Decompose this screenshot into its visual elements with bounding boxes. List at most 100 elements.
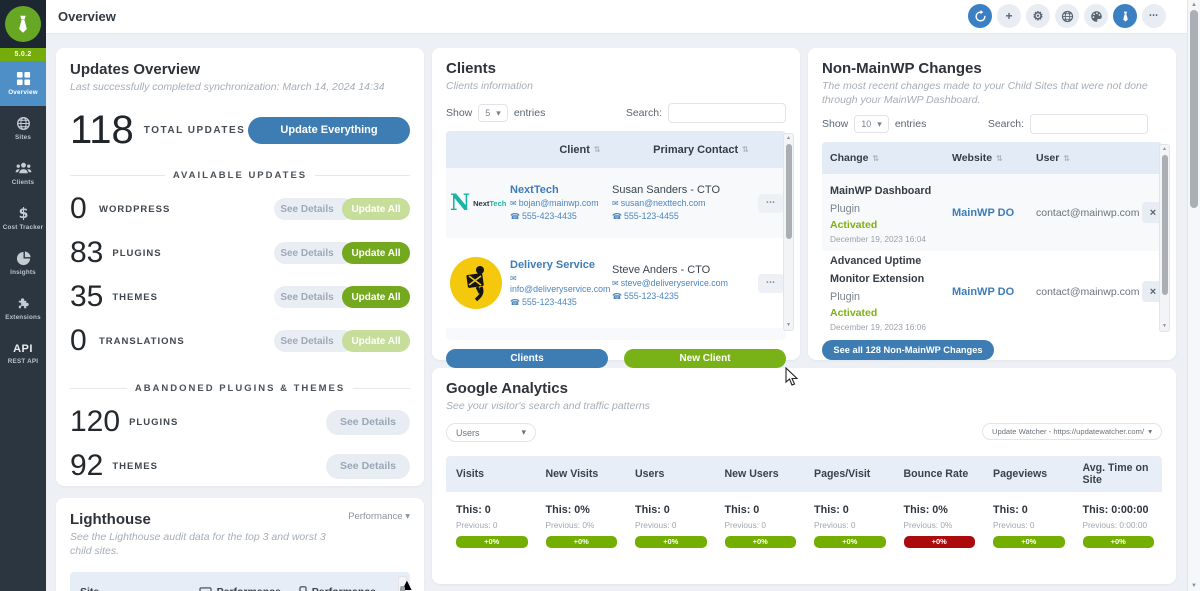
- mainwp-quick-button[interactable]: [1113, 4, 1137, 28]
- lighthouse-metric-dropdown[interactable]: Performance ▾: [348, 511, 410, 522]
- plugins-count: 83: [70, 236, 104, 270]
- sidebar-item-extensions[interactable]: Extensions: [0, 286, 46, 331]
- translations-see-details-button[interactable]: See Details: [274, 330, 354, 353]
- lighthouse-scrollbar[interactable]: ▲: [398, 576, 415, 591]
- ga-col-bounce-rate: Bounce Rate: [903, 468, 969, 481]
- lighthouse-col-mobile-performance[interactable]: Performance: [299, 586, 376, 591]
- themes-label: THEMES: [112, 291, 158, 303]
- ga-title: Google Analytics: [446, 380, 568, 397]
- wordpress-update-all-button[interactable]: Update All: [342, 198, 410, 221]
- theme-button[interactable]: [1084, 4, 1108, 28]
- contact-email-link[interactable]: ✉ susan@nexttech.com: [612, 198, 706, 209]
- changes-scrollbar[interactable]: ▲ ▼: [1159, 144, 1170, 332]
- plugins-see-details-button[interactable]: See Details: [274, 242, 354, 265]
- ga-col-visits: Visits: [456, 468, 485, 481]
- change-badge: +0%: [903, 536, 975, 549]
- changes-search-input[interactable]: [1030, 114, 1148, 135]
- changes-col-website[interactable]: Website ⇅: [952, 152, 1003, 165]
- ga-stat-users: This: 0 Previous: 0 +0%: [625, 492, 715, 549]
- ellipsis-icon: •••: [1149, 13, 1159, 19]
- sidebar-item-rest-api[interactable]: API REST API: [0, 331, 46, 376]
- sidebar-item-clients[interactable]: Clients: [0, 151, 46, 196]
- website-link[interactable]: MainWP DO: [952, 285, 1015, 298]
- sidebar-item-cost-tracker[interactable]: $ Cost Tracker: [0, 196, 46, 241]
- sort-icon: ⇅: [996, 153, 1003, 163]
- contact-phone-link[interactable]: ☎ 555-123-4455: [612, 211, 679, 222]
- themes-updates-row: 35 THEMES See Details Update All: [70, 275, 410, 319]
- more-button[interactable]: •••: [1142, 4, 1166, 28]
- client-row-menu-button[interactable]: •••: [758, 273, 784, 293]
- client-row-menu-button[interactable]: •••: [758, 193, 784, 213]
- changes-col-user[interactable]: User ⇅: [1036, 152, 1071, 165]
- phone-icon: ☎: [612, 212, 622, 222]
- globe-icon: [16, 116, 31, 131]
- page-scrollbar[interactable]: ▲ ▼: [1187, 0, 1200, 591]
- ga-col-pageviews: Pageviews: [993, 468, 1048, 481]
- last-sync-text: Last successfully completed synchronizat…: [70, 81, 385, 93]
- sidebar-item-insights[interactable]: Insights: [0, 241, 46, 286]
- google-analytics-panel: Google Analytics See your visitor's sear…: [432, 368, 1176, 584]
- ga-metric-dropdown[interactable]: Users ▾: [446, 423, 536, 443]
- clients-col-primary-contact[interactable]: Primary Contact ⇅: [653, 143, 749, 156]
- client-name-link[interactable]: NextTech: [510, 184, 559, 197]
- sidebar-item-sites[interactable]: Sites: [0, 106, 46, 151]
- add-button[interactable]: +: [997, 4, 1021, 28]
- topbar: Overview + ⚙ •••: [46, 0, 1200, 34]
- ga-table-body: This: 0 Previous: 0 +0% This: 0% Previou…: [446, 492, 1162, 549]
- change-type: Plugin: [830, 291, 861, 304]
- website-link[interactable]: MainWP DO: [952, 206, 1015, 219]
- clients-col-client[interactable]: Client ⇅: [559, 143, 601, 156]
- client-email-link[interactable]: ✉ bojan@mainwp.com: [510, 198, 599, 209]
- abandoned-plugins-see-details-button[interactable]: See Details: [326, 409, 410, 435]
- page-scrollbar-thumb[interactable]: [1190, 10, 1198, 208]
- translations-count: 0: [70, 324, 87, 358]
- wordpress-see-details-button[interactable]: See Details: [274, 198, 354, 221]
- clients-scrollbar[interactable]: ▲ ▼: [783, 133, 794, 331]
- client-email-link[interactable]: ✉ info@deliveryservice.com: [510, 273, 611, 294]
- change-badge: +0%: [1082, 536, 1154, 549]
- change-badge: +0%: [814, 536, 886, 549]
- translations-update-all-button[interactable]: Update All: [342, 330, 410, 353]
- themes-update-all-button[interactable]: Update All: [342, 286, 410, 309]
- dismiss-change-button[interactable]: ×: [1142, 202, 1164, 224]
- abandoned-plugins-count: 120: [70, 405, 121, 439]
- changes-col-change[interactable]: Change ⇅: [830, 152, 880, 165]
- contact-phone-link[interactable]: ☎ 555-123-4235: [612, 291, 679, 302]
- mainwp-logo[interactable]: [0, 0, 46, 48]
- sync-button[interactable]: [968, 4, 992, 28]
- changes-entries-select[interactable]: 10 ▾: [854, 115, 889, 134]
- clients-entries-select[interactable]: 5 ▾: [478, 104, 508, 123]
- desktop-icon: [199, 587, 212, 591]
- update-everything-button[interactable]: Update Everything: [248, 116, 410, 144]
- lighthouse-col-desktop-performance[interactable]: Performance: [199, 586, 281, 591]
- client-phone-link[interactable]: ☎ 555-423-4435: [510, 211, 577, 222]
- change-user: contact@mainwp.com: [1036, 285, 1140, 298]
- sidebar-label-clients: Clients: [11, 179, 35, 186]
- plugins-update-all-button[interactable]: Update All: [342, 242, 410, 265]
- show-label: Show: [446, 107, 473, 120]
- ga-stat-new-users: This: 0 Previous: 0 +0%: [715, 492, 805, 549]
- new-client-button[interactable]: New Client: [624, 349, 786, 369]
- sidebar-item-overview[interactable]: Overview: [0, 61, 46, 106]
- clients-button[interactable]: Clients: [446, 349, 608, 369]
- lighthouse-col-site[interactable]: Site: [80, 586, 199, 591]
- themes-see-details-button[interactable]: See Details: [274, 286, 354, 309]
- change-badge: +0%: [635, 536, 707, 549]
- updates-overview-panel: Updates Overview Last successfully compl…: [56, 48, 424, 486]
- ga-site-dropdown[interactable]: Update Watcher - https://updatewatcher.c…: [982, 423, 1162, 441]
- plus-icon: +: [1005, 9, 1013, 23]
- settings-button[interactable]: ⚙: [1026, 4, 1050, 28]
- see-all-changes-button[interactable]: See all 128 Non-MainWP Changes: [822, 340, 994, 361]
- client-phone-link[interactable]: ☎ 555-123-4435: [510, 296, 577, 307]
- clients-search-input[interactable]: [668, 103, 786, 124]
- abandoned-themes-see-details-button[interactable]: See Details: [326, 453, 410, 479]
- sidebar-label-overview: Overview: [8, 89, 38, 96]
- contact-email-link[interactable]: ✉ steve@deliveryservice.com: [612, 278, 728, 289]
- client-name-link[interactable]: Delivery Service: [510, 258, 596, 271]
- search-label: Search:: [987, 118, 1024, 131]
- dismiss-change-button[interactable]: ×: [1142, 281, 1164, 303]
- sidebar-label-cost-tracker: Cost Tracker: [2, 224, 44, 231]
- chevron-down-icon: ▾: [496, 107, 501, 118]
- sites-globe-button[interactable]: [1055, 4, 1079, 28]
- changes-table-header: Change ⇅ Website ⇅ User ⇅: [822, 142, 1162, 175]
